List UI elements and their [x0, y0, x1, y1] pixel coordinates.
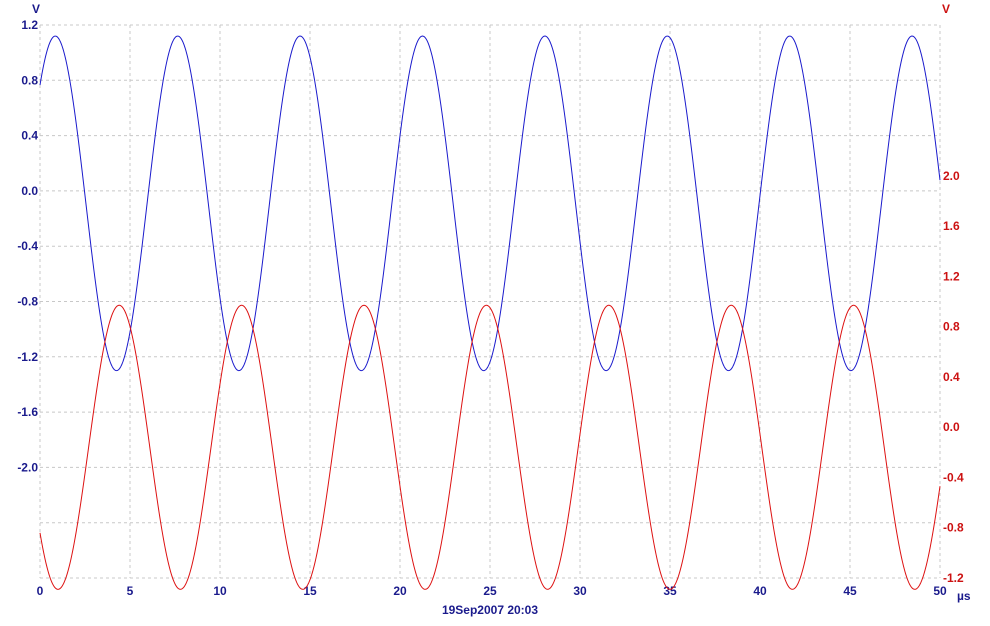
x-tick-label: 25	[483, 584, 497, 598]
trace-blue	[39, 35, 941, 372]
left-tick-label: 0.0	[21, 184, 38, 198]
x-tick-label: 45	[843, 584, 857, 598]
x-tick-label: 5	[127, 584, 134, 598]
chart-grid	[39, 24, 941, 579]
x-tick-label: 10	[213, 584, 227, 598]
x-tick-label: 15	[303, 584, 317, 598]
left-tick-label: -0.4	[17, 239, 38, 253]
left-tick-label: 1.2	[21, 18, 38, 32]
left-tick-label: 0.8	[21, 73, 38, 87]
right-tick-label: 1.6	[943, 219, 960, 233]
x-axis-ticks: 0 5 10 15 20 25 30 35 40 45 50	[37, 584, 947, 598]
right-tick-label: -0.8	[943, 521, 964, 535]
left-tick-label: -1.2	[17, 350, 38, 364]
right-tick-label: 0.8	[943, 320, 960, 334]
right-axis-unit: V	[942, 2, 950, 16]
left-axis-ticks: 1.2 0.8 0.4 0.0 -0.4 -0.8 -1.2 -1.6 -2.0	[17, 18, 38, 474]
right-tick-label: -0.4	[943, 470, 964, 484]
left-axis-unit: V	[32, 2, 40, 16]
x-tick-label: 30	[573, 584, 587, 598]
x-tick-label: 50	[933, 584, 947, 598]
x-tick-label: 20	[393, 584, 407, 598]
traces	[39, 35, 941, 590]
right-tick-label: 1.2	[943, 269, 960, 283]
x-axis-unit: µs	[957, 589, 971, 603]
right-tick-label: 0.0	[943, 420, 960, 434]
capture-timestamp: 19Sep2007 20:03	[442, 603, 538, 617]
left-tick-label: -0.8	[17, 295, 38, 309]
right-tick-label: 0.4	[943, 370, 960, 384]
left-tick-label: -1.6	[17, 405, 38, 419]
right-tick-label: -1.2	[943, 571, 964, 585]
x-tick-label: 40	[753, 584, 767, 598]
right-axis-ticks: 2.0 1.6 1.2 0.8 0.4 0.0 -0.4 -0.8 -1.2	[943, 169, 964, 585]
right-tick-label: 2.0	[943, 169, 960, 183]
left-tick-label: 0.4	[21, 129, 38, 143]
x-tick-label: 0	[37, 584, 44, 598]
left-tick-label: -2.0	[17, 460, 38, 474]
trace-red	[39, 304, 941, 590]
